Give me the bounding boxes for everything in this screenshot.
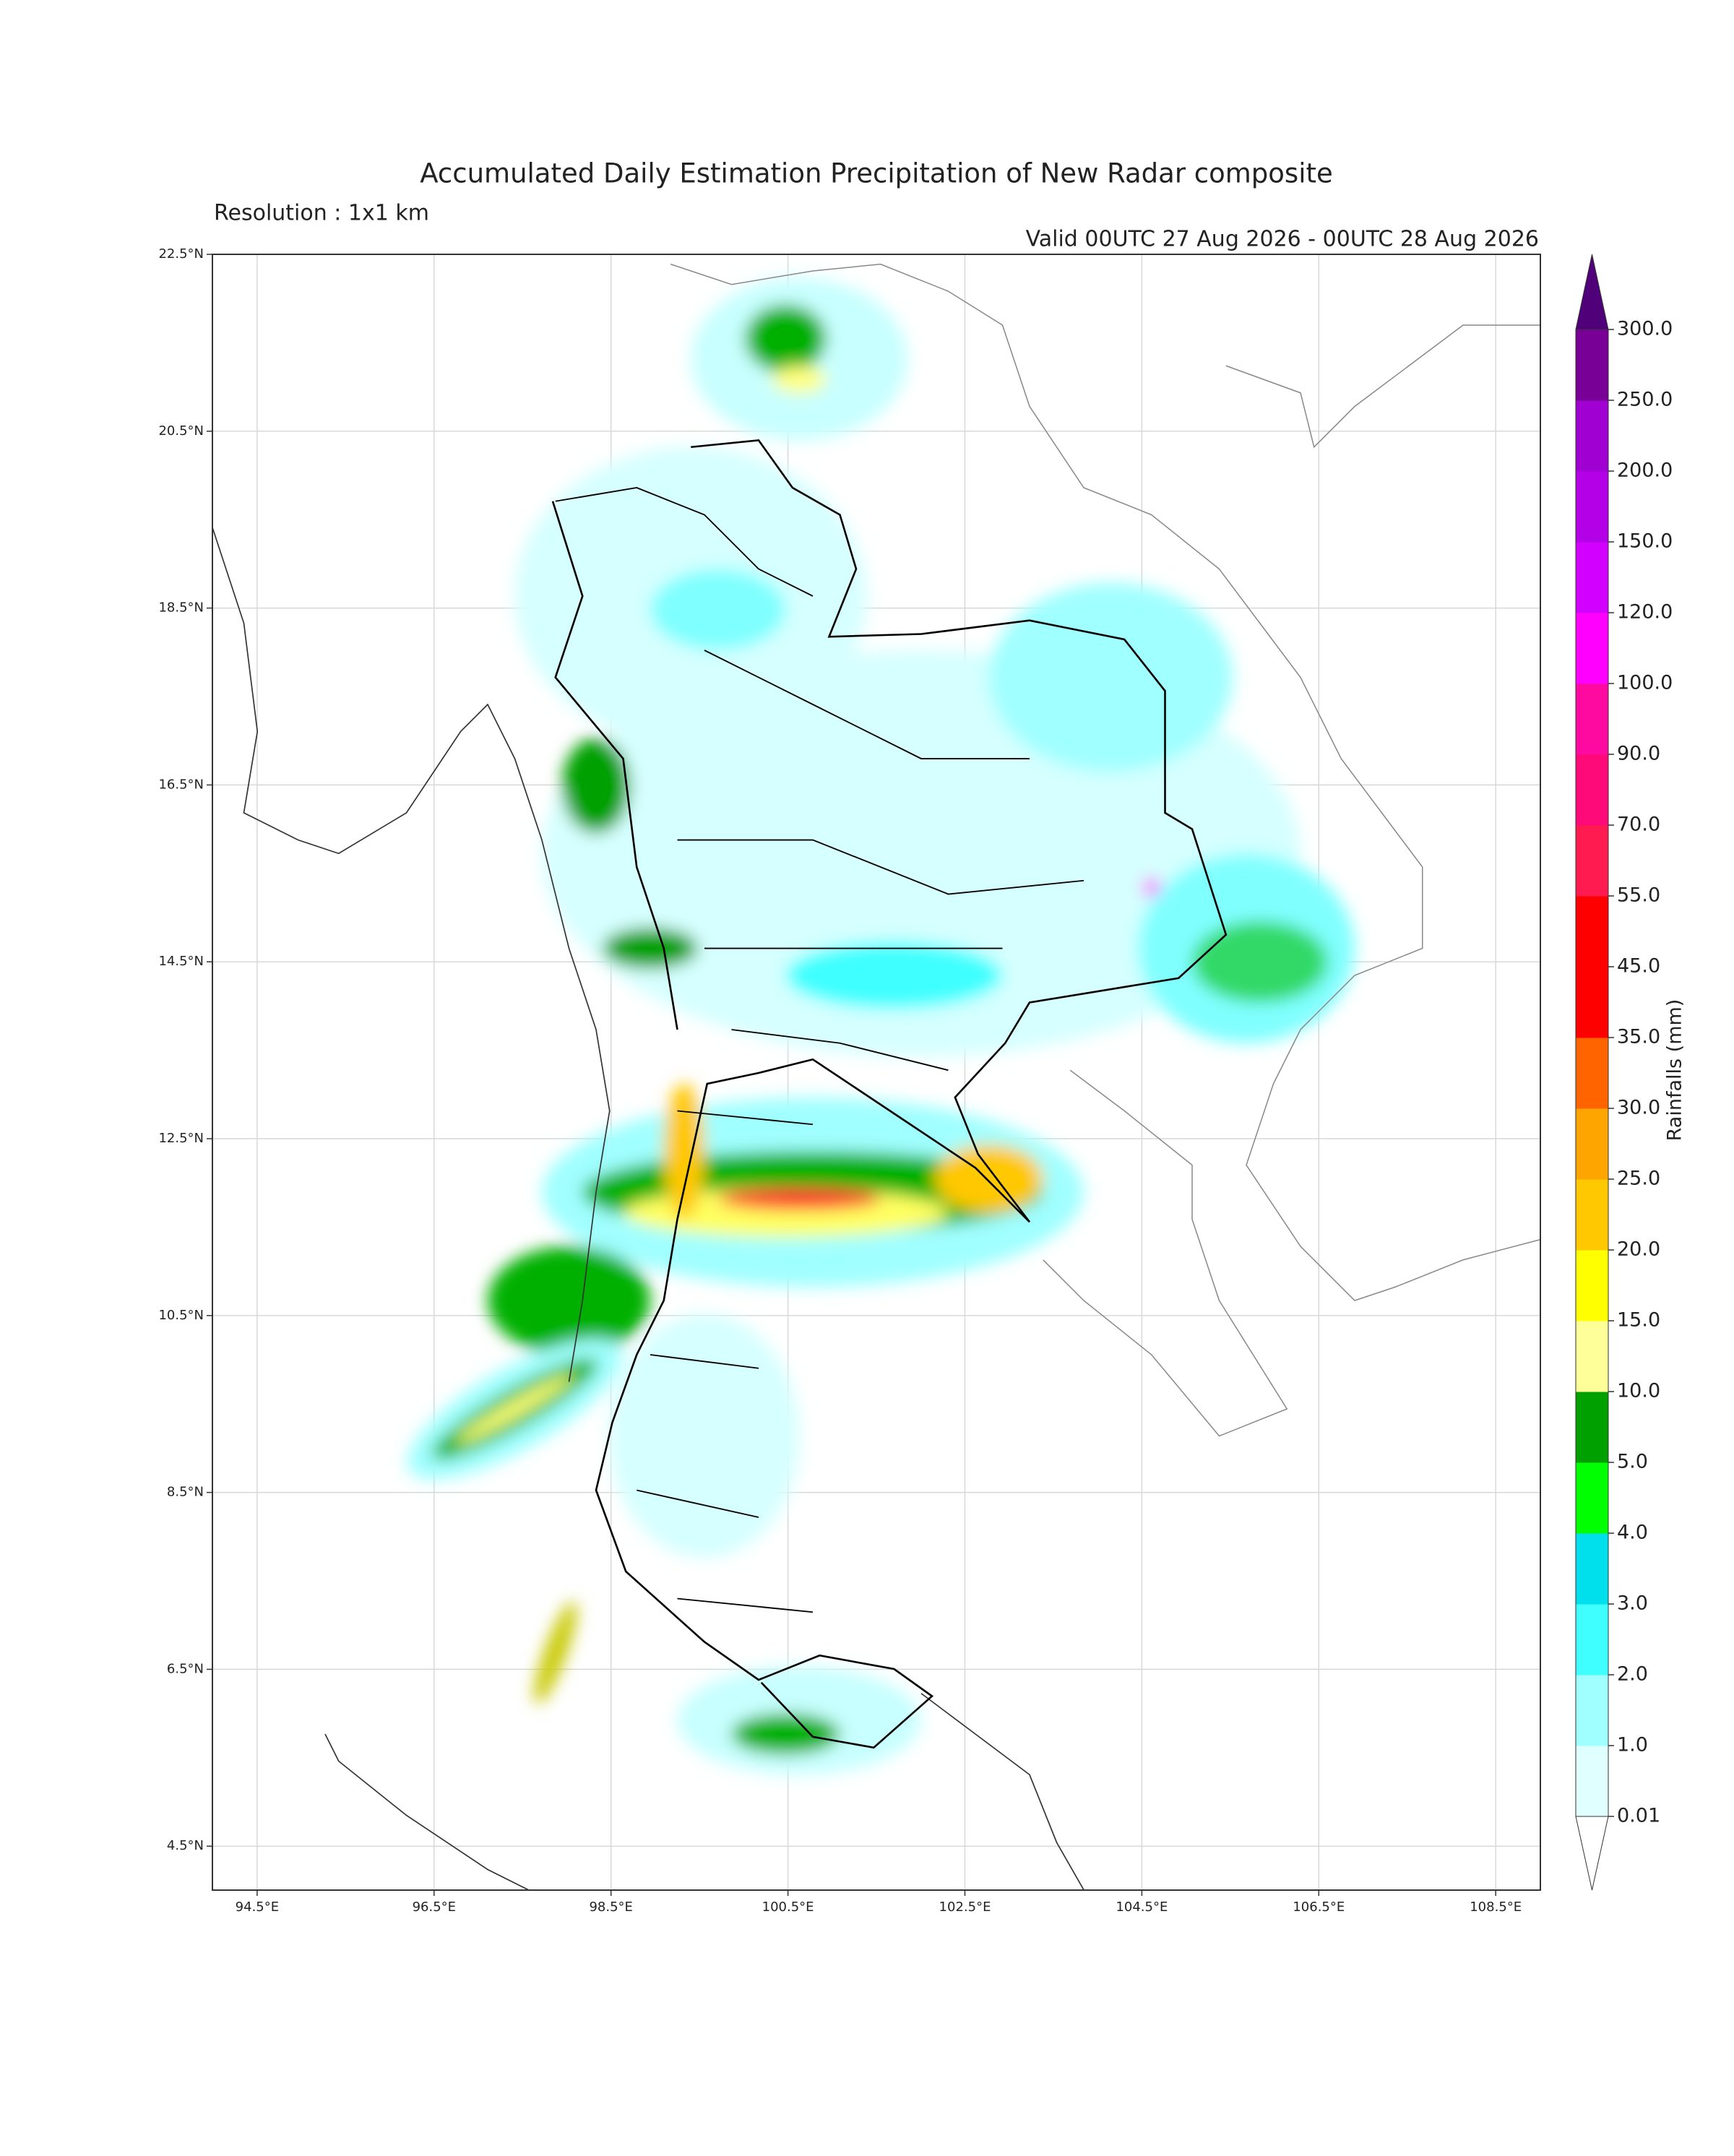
resolution: Resolution : 1x1 km <box>214 201 429 226</box>
colorbar-level: 20.0 <box>1617 1238 1660 1261</box>
colorbar-level: 5.0 <box>1617 1451 1648 1473</box>
lat-label: 16.5°N <box>158 777 204 792</box>
colorbar-over <box>1575 254 1609 330</box>
colorbar-level: 55.0 <box>1617 884 1660 907</box>
lat-label: 8.5°N <box>167 1485 204 1500</box>
colorbar-segment <box>1576 1392 1608 1463</box>
lon-label: 98.5°E <box>589 1900 632 1915</box>
colorbar-level: 3.0 <box>1617 1592 1648 1615</box>
colorbar-level: 70.0 <box>1617 814 1660 836</box>
colorbar-level: 35.0 <box>1617 1026 1660 1048</box>
colorbar-level: 100.0 <box>1617 672 1673 694</box>
colorbar-segment <box>1576 1533 1608 1605</box>
colorbar-level: 30.0 <box>1617 1097 1660 1119</box>
boundaries <box>212 263 1540 1890</box>
colorbar-level: 45.0 <box>1617 955 1660 978</box>
colorbar-segment <box>1576 1675 1608 1746</box>
rain-field <box>407 277 1355 1775</box>
title: Accumulated Daily Estimation Precipitati… <box>420 158 1333 189</box>
lat-label: 18.5°N <box>158 600 204 616</box>
colorbar-segment <box>1576 1462 1608 1534</box>
colorbar-segment <box>1576 1604 1608 1676</box>
colorbar-level: 2.0 <box>1617 1663 1648 1686</box>
lon-label: 106.5°E <box>1293 1900 1345 1915</box>
colorbar-level: 150.0 <box>1617 530 1673 553</box>
colorbar-segment <box>1576 542 1608 613</box>
colorbar-level: 120.0 <box>1617 601 1673 624</box>
colorbar-level: 300.0 <box>1617 318 1673 340</box>
colorbar-segment <box>1576 400 1608 472</box>
colorbar-segment <box>1576 1746 1608 1817</box>
colorbar-segment <box>1576 1250 1608 1321</box>
colorbar-segment <box>1576 471 1608 543</box>
lat-label: 12.5°N <box>158 1131 204 1146</box>
colorbar-level: 15.0 <box>1617 1309 1660 1332</box>
lat-label: 10.5°N <box>158 1308 204 1323</box>
colorbar-segment <box>1576 1179 1608 1251</box>
colorbar-level: 1.0 <box>1617 1734 1648 1756</box>
colorbar-segment <box>1576 754 1608 826</box>
lon-label: 100.5°E <box>762 1900 814 1915</box>
colorbar-level: 90.0 <box>1617 743 1660 765</box>
map-frame <box>212 254 1541 1891</box>
colorbar-level: 10.0 <box>1617 1380 1660 1402</box>
colorbar-segment <box>1576 1038 1608 1109</box>
colorbar-segment <box>1576 825 1608 897</box>
colorbar-segment <box>1576 896 1608 967</box>
lon-label: 96.5°E <box>413 1900 456 1915</box>
lon-label: 94.5°E <box>236 1900 279 1915</box>
lon-label: 104.5°E <box>1116 1900 1168 1915</box>
valid-time: Valid 00UTC 27 Aug 2026 - 00UTC 28 Aug 2… <box>1026 227 1539 252</box>
colorbar-segment <box>1576 1321 1608 1392</box>
colorbar-level: 25.0 <box>1617 1168 1660 1190</box>
colorbar-segment <box>1576 613 1608 684</box>
colorbar-segment <box>1576 1108 1608 1180</box>
lon-label: 102.5°E <box>939 1900 991 1915</box>
colorbar-level: 200.0 <box>1617 460 1673 482</box>
colorbar-under <box>1575 1816 1609 1891</box>
lat-label: 14.5°N <box>158 954 204 969</box>
colorbar: 0.01 1.0 2.0 3.0 4.0 5.0 10.0 15.0 20.0 25.0 30.0 3… <box>1575 254 1673 1891</box>
lat-label: 20.5°N <box>158 423 204 439</box>
lon-label: 108.5°E <box>1470 1900 1522 1915</box>
colorbar-level: 4.0 <box>1617 1522 1648 1544</box>
lat-label: 22.5°N <box>158 246 204 262</box>
graticule: 22.5°N 20.5°N 18.5°N 16.5°N 14.5°N 12.5°N 10.5… <box>158 246 1540 1915</box>
colorbar-label: Rainfalls (mm) <box>1664 999 1686 1142</box>
colorbar-frame <box>1575 329 1609 1817</box>
colorbar-segment <box>1576 329 1608 401</box>
lat-label: 4.5°N <box>167 1838 204 1853</box>
lat-label: 6.5°N <box>167 1661 204 1676</box>
map-body <box>212 263 1540 1890</box>
colorbar-segment <box>1576 684 1608 755</box>
colorbar-level: 0.01 <box>1617 1805 1660 1827</box>
colorbar-level: 250.0 <box>1617 389 1673 411</box>
colorbar-segment <box>1576 967 1608 1038</box>
